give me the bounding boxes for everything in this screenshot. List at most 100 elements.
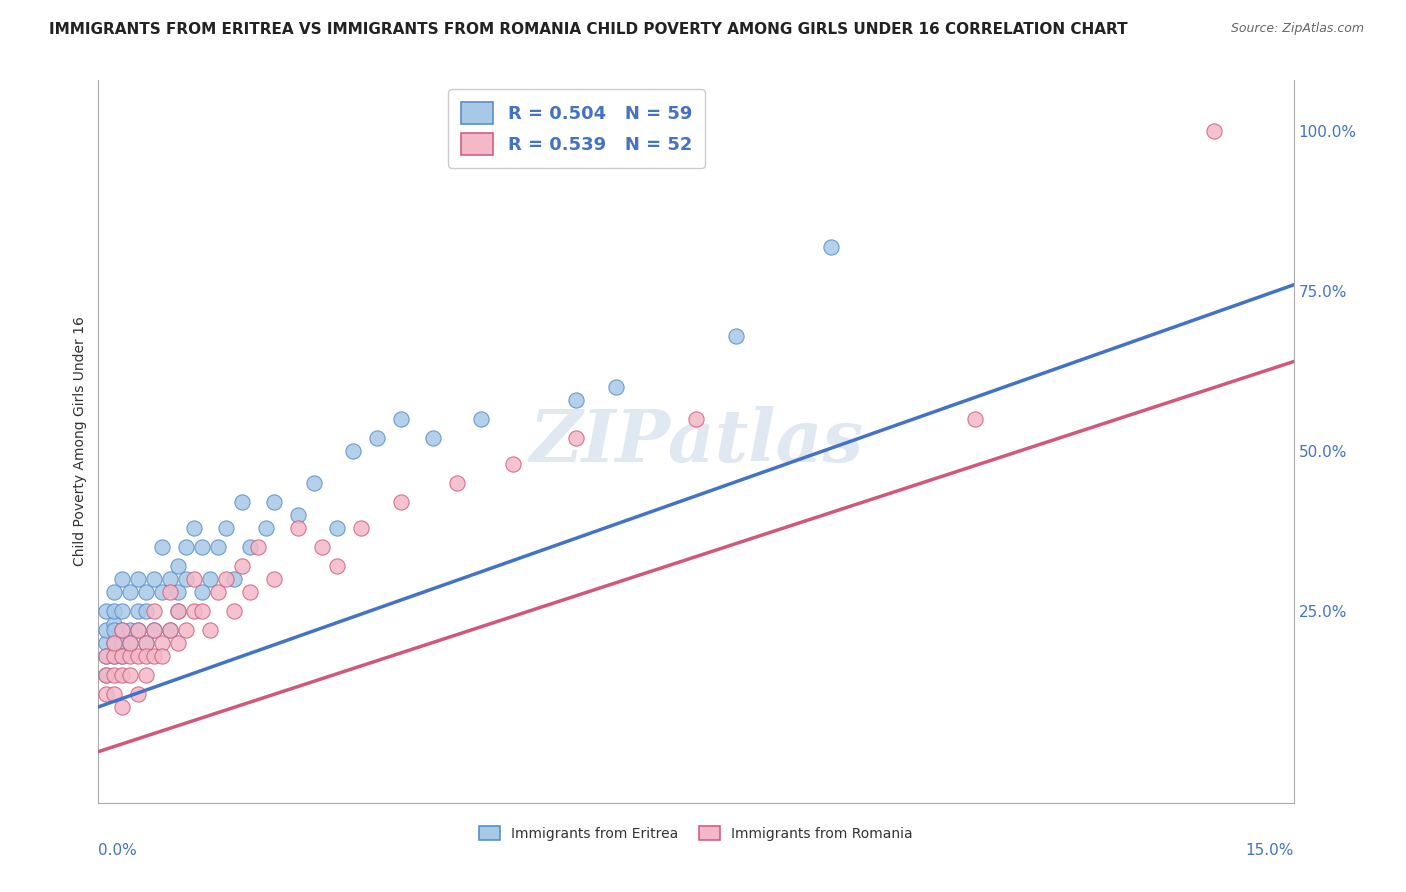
Point (96, 648, 118, 663)
Point (135, 584, 157, 599)
Text: ZIPatlas: ZIPatlas (529, 406, 863, 477)
Point (287, 521, 309, 535)
Point (111, 623, 134, 637)
Point (254, 521, 277, 535)
Point (191, 604, 214, 618)
Y-axis label: Child Poverty Among Girls Under 16: Child Poverty Among Girls Under 16 (73, 317, 87, 566)
Point (350, 521, 373, 535)
Point (96, 636, 118, 650)
Point (96, 668, 118, 682)
Point (215, 572, 238, 586)
Point (263, 495, 285, 509)
Point (222, 604, 245, 618)
Point (150, 636, 173, 650)
Point (96, 668, 118, 682)
Point (111, 699, 134, 714)
Point (191, 540, 214, 554)
Point (326, 559, 349, 574)
Point (96, 687, 118, 701)
Point (143, 604, 166, 618)
Point (167, 559, 190, 574)
Point (127, 623, 149, 637)
Point (103, 648, 125, 663)
Point (127, 648, 149, 663)
Point (127, 604, 149, 618)
Legend: Immigrants from Eritrea, Immigrants from Romania: Immigrants from Eritrea, Immigrants from… (474, 821, 918, 847)
Point (326, 521, 349, 535)
Point (191, 584, 214, 599)
Point (111, 648, 134, 663)
Point (470, 412, 492, 426)
Point (120, 668, 142, 682)
Point (103, 648, 125, 663)
Point (103, 636, 125, 650)
Point (103, 636, 125, 650)
Point (183, 604, 205, 618)
Point (111, 636, 134, 650)
Point (820, 239, 842, 253)
Point (159, 623, 181, 637)
Point (143, 648, 166, 663)
Point (366, 431, 388, 445)
Point (120, 623, 142, 637)
Point (111, 572, 134, 586)
Point (159, 584, 181, 599)
Point (150, 540, 173, 554)
Point (263, 572, 285, 586)
Point (1202, 124, 1225, 138)
Text: Source: ZipAtlas.com: Source: ZipAtlas.com (1230, 22, 1364, 36)
Point (103, 687, 125, 701)
Point (127, 572, 149, 586)
Point (167, 584, 190, 599)
Point (231, 559, 253, 574)
Point (605, 380, 627, 394)
Point (103, 584, 125, 599)
Point (150, 584, 173, 599)
Point (96, 623, 118, 637)
Point (183, 572, 205, 586)
Point (215, 521, 238, 535)
Point (239, 584, 262, 599)
Text: 15.0%: 15.0% (1246, 843, 1294, 857)
Point (183, 521, 205, 535)
Point (120, 584, 142, 599)
Point (103, 668, 125, 682)
Point (302, 476, 325, 491)
Point (246, 540, 269, 554)
Point (135, 668, 157, 682)
Point (111, 604, 134, 618)
Point (135, 636, 157, 650)
Point (198, 623, 221, 637)
Point (287, 508, 309, 522)
Point (127, 623, 149, 637)
Point (96, 648, 118, 663)
Point (159, 572, 181, 586)
Point (231, 495, 253, 509)
Point (239, 540, 262, 554)
Point (446, 476, 468, 491)
Point (198, 572, 221, 586)
Point (565, 392, 588, 407)
Point (120, 648, 142, 663)
Point (111, 648, 134, 663)
Text: 0.0%: 0.0% (98, 843, 138, 857)
Point (103, 604, 125, 618)
Point (422, 431, 444, 445)
Point (150, 648, 173, 663)
Point (502, 457, 524, 471)
Point (963, 412, 986, 426)
Point (167, 604, 190, 618)
Point (389, 495, 412, 509)
Point (135, 604, 157, 618)
Point (207, 540, 229, 554)
Point (111, 668, 134, 682)
Point (342, 444, 364, 458)
Point (135, 636, 157, 650)
Point (167, 604, 190, 618)
Point (685, 412, 707, 426)
Point (143, 623, 166, 637)
Point (565, 431, 588, 445)
Point (96, 604, 118, 618)
Point (174, 623, 197, 637)
Point (222, 572, 245, 586)
